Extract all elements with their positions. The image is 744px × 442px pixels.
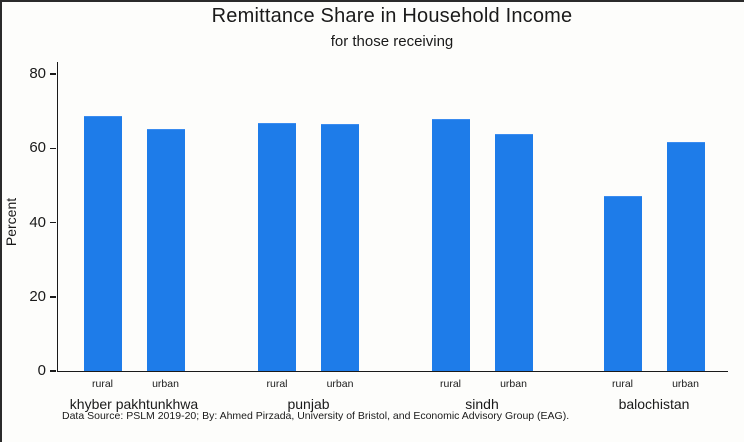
y-tick-mark [50,370,56,372]
bar-sindh-rural [431,119,470,371]
group-label-balochistan: balochistan [618,396,690,412]
plot-area: 0 20 40 60 80 rural urban khyber pakhtunkhwa rur… [29,62,728,412]
bar-label: urban [500,378,527,390]
bar-punjab-urban [321,124,359,371]
chart-subtitle: for those receiving [330,33,454,50]
chart-title: Remittance Share in Household Income [211,5,573,27]
bar-sindh-urban [494,134,533,371]
y-tick-mark [50,296,56,298]
group-label-sindh: sindh [465,396,499,412]
bar-balochistan-rural [603,195,642,371]
bar-khyber-pakhtunkhwa-urban [146,128,185,371]
bar-label: rural [266,378,288,390]
y-tick-label: 60 [29,139,46,157]
bar-khyber-pakhtunkhwa-rural [83,115,122,371]
y-tick-label: 0 [37,362,46,379]
y-tick-label: 80 [29,65,46,82]
group-label-punjab: punjab [287,396,330,412]
bar-label: urban [672,378,699,390]
page-border-left [0,0,2,442]
bar-label: urban [152,378,179,390]
source-note: Data Source: PSLM 2019-20; By: Ahmed Pir… [62,410,570,422]
bar-label: rural [91,378,113,390]
page-border-top [0,0,744,2]
bar-label: rural [439,378,461,390]
bar-label: rural [611,378,633,390]
group-label-khyber-pakhtunkhwa: khyber pakhtunkhwa [69,396,199,412]
y-tick-mark [50,73,56,75]
y-tick-mark [50,147,56,149]
bar-label: urban [326,378,354,390]
y-tick-mark [50,221,56,224]
y-tick-label: 40 [29,213,46,231]
bar-balochistan-urban [666,142,705,371]
y-tick-label: 20 [29,287,46,305]
bar-punjab-rural [258,123,296,371]
